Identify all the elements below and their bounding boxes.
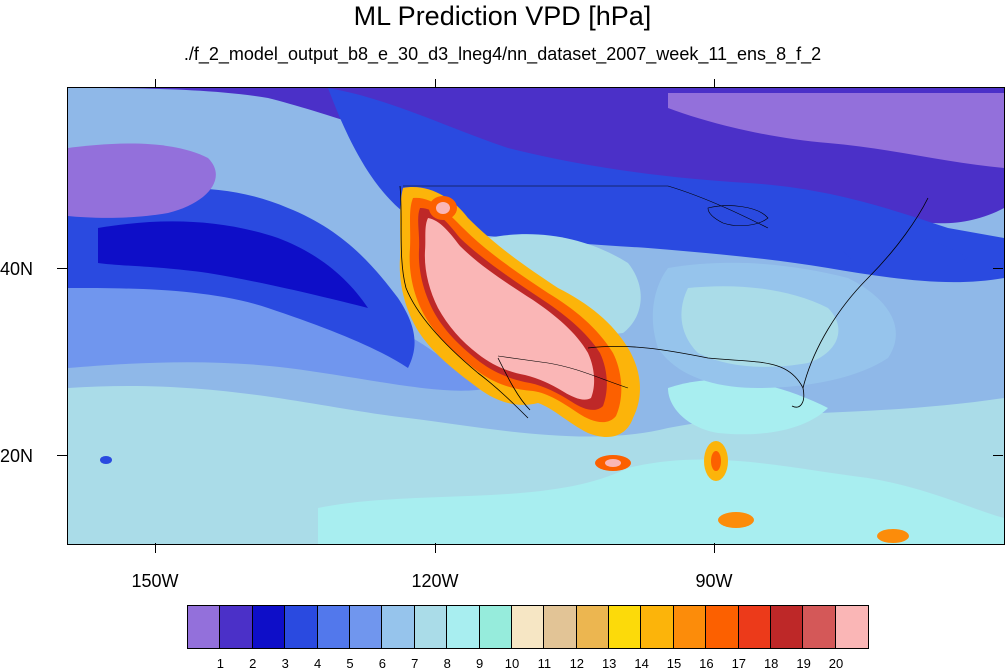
vpd-map: [67, 87, 1005, 545]
lon-label-150w: 150W: [131, 571, 179, 591]
field-hawaii: [100, 456, 112, 464]
colorbar-label: 5: [346, 656, 354, 671]
tick-y-40n-left: [57, 268, 67, 269]
field-east-us-light: [681, 286, 839, 367]
great-lakes: [707, 205, 769, 227]
colorbar-label: 14: [634, 656, 649, 671]
colorbar-label: 2: [249, 656, 257, 671]
colorbar-label: 4: [313, 656, 322, 671]
colorbar: [187, 605, 870, 649]
colorbar-label: 6: [378, 656, 386, 671]
colorbar-box: [771, 606, 804, 648]
lat-label-40n: 40N: [0, 259, 34, 279]
colorbar-box: [803, 606, 836, 648]
colorbar-box: [382, 606, 415, 648]
colorbar-label: 20: [828, 656, 844, 671]
colorbar-box: [317, 606, 350, 648]
colorbar-label: 7: [411, 656, 419, 671]
colorbar-label: 17: [731, 656, 747, 671]
colorbar-label: 13: [601, 656, 617, 671]
colorbar-label: 1: [216, 656, 224, 671]
colorbar-box: [285, 606, 318, 648]
colorbar-box: [835, 606, 869, 648]
field-south-aqua: [318, 459, 1004, 544]
colorbar-labels: 1 2 3 4 5 6 7 8 9 10 11 12 13 14 15 16 17 18 19 20: [0, 656, 1005, 672]
lon-label-90w: 90W: [695, 571, 733, 591]
colorbar-label: 18: [763, 656, 779, 671]
colorbar-box: [609, 606, 642, 648]
field-nw-hotspot-core: [436, 202, 450, 214]
colorbar-box: [641, 606, 674, 648]
coastline-baja: [497, 357, 531, 411]
tick-x-120w-top: [435, 79, 436, 87]
field-centralam-hotspot: [718, 512, 754, 528]
tick-y-20n-right: [993, 455, 1003, 456]
border-us-mexico: [497, 355, 629, 389]
coastline-west: [399, 185, 529, 419]
tick-y-20n-left: [57, 455, 67, 456]
colorbar-box: [511, 606, 545, 648]
map-subtitle: ./f_2_model_output_b8_e_30_d3_lneg4/nn_d…: [183, 44, 822, 64]
tick-x-150w: [155, 543, 156, 553]
colorbar-box: [252, 606, 286, 648]
colorbar-box: [544, 606, 577, 648]
field-ne-purple: [668, 93, 1004, 168]
colorbar-label: 8: [443, 656, 451, 671]
tick-x-90w-top: [714, 79, 715, 87]
colorbar-label: 16: [699, 656, 714, 671]
field-ne-coast: [840, 228, 968, 270]
colorbar-label: 12: [569, 656, 585, 671]
colorbar-box: [220, 606, 253, 648]
colorbar-box: [188, 606, 221, 648]
tick-y-40n-right: [993, 268, 1003, 269]
coastline-gulf: [587, 345, 805, 408]
coastline-east: [802, 197, 929, 389]
colorbar-box: [349, 606, 383, 648]
tick-x-150w-top: [155, 79, 156, 87]
colorbar-box: [447, 606, 480, 648]
colorbar-label: 11: [537, 656, 552, 671]
colorbar-box: [706, 606, 739, 648]
field-gulf-aqua: [668, 379, 828, 435]
colorbar-box: [738, 606, 772, 648]
field-mid-blue: [68, 266, 488, 391]
field-yucatan-core: [711, 451, 721, 471]
tick-x-90w: [714, 543, 715, 553]
colorbar-label: 15: [666, 656, 682, 671]
vpd-field-svg: [68, 88, 1004, 544]
colorbar-box: [414, 606, 448, 648]
field-west-pink: [424, 218, 595, 400]
field-mexico-south-core: [605, 459, 621, 467]
colorbar-box: [673, 606, 707, 648]
lat-label-20n: 20N: [0, 446, 34, 466]
field-pacific-darker: [98, 221, 368, 308]
lon-label-120w: 120W: [411, 571, 459, 591]
tick-x-120w: [435, 543, 436, 553]
field-nw-purple: [68, 143, 216, 218]
colorbar-box: [479, 606, 512, 648]
colorbar-label: 19: [796, 656, 811, 671]
field-canada-blue: [328, 88, 1004, 283]
field-se-hotspot: [877, 529, 909, 543]
colorbar-label: 9: [475, 656, 484, 671]
colorbar-label: 10: [504, 656, 520, 671]
colorbar-box: [576, 606, 610, 648]
map-title: ML Prediction VPD [hPa]: [353, 1, 652, 31]
colorbar-label: 3: [281, 656, 289, 671]
